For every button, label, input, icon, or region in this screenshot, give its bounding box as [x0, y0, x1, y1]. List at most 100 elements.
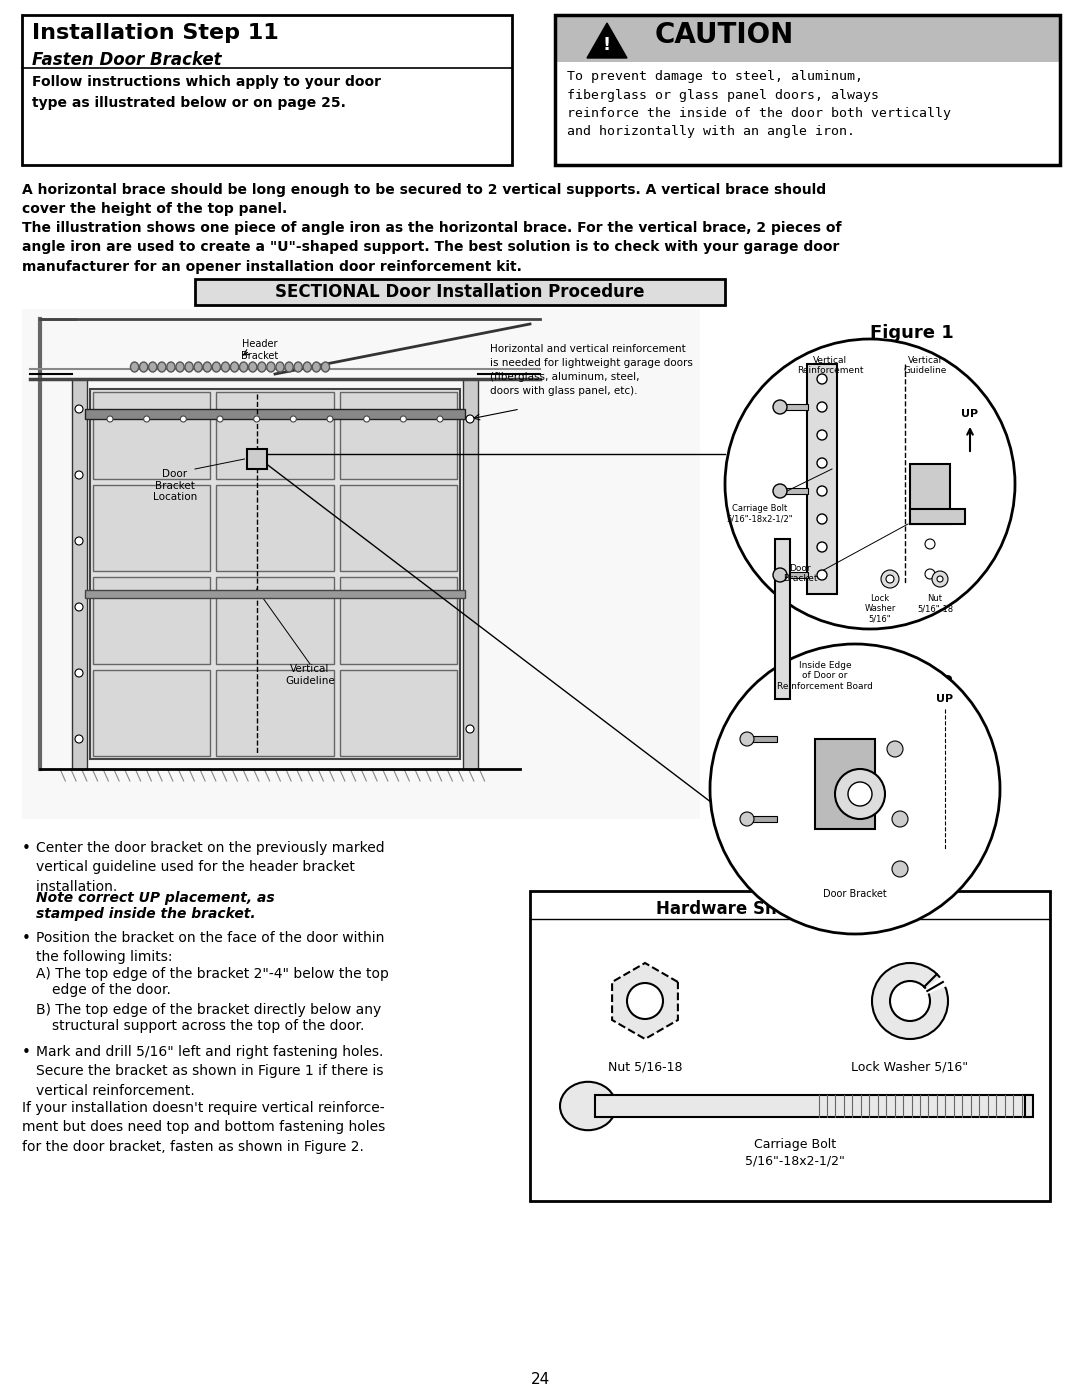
Circle shape	[887, 740, 903, 757]
Text: Installation Step 11: Installation Step 11	[32, 22, 279, 43]
Bar	[85, 409, 465, 419]
Bar	[775, 539, 789, 698]
Circle shape	[217, 416, 222, 422]
Bar	[340, 485, 457, 571]
Ellipse shape	[248, 362, 257, 372]
Circle shape	[75, 405, 83, 414]
Bar	[747, 816, 777, 821]
Bar	[195, 279, 725, 305]
Bar	[216, 393, 334, 479]
Ellipse shape	[275, 362, 284, 372]
Polygon shape	[612, 963, 678, 1039]
Circle shape	[627, 983, 663, 1018]
Circle shape	[881, 570, 899, 588]
Text: Lock
Washer
5/16": Lock Washer 5/16"	[864, 594, 895, 624]
Text: Fasten Door Bracket: Fasten Door Bracket	[32, 52, 221, 68]
Ellipse shape	[240, 362, 247, 372]
Bar	[340, 393, 457, 479]
Bar	[780, 571, 808, 578]
Text: SECTIONAL Door Installation Procedure: SECTIONAL Door Installation Procedure	[275, 284, 645, 300]
Text: Carriage Bolt
5/16"-18x2-1/2": Carriage Bolt 5/16"-18x2-1/2"	[745, 1139, 845, 1168]
Circle shape	[465, 725, 474, 733]
Ellipse shape	[221, 362, 230, 372]
Bar	[246, 448, 267, 469]
Circle shape	[180, 416, 187, 422]
Text: Vertical
Guideline: Vertical Guideline	[903, 356, 947, 376]
Bar	[216, 577, 334, 664]
Bar	[93, 669, 211, 756]
Text: Position the bracket on the face of the door within
the following limits:: Position the bracket on the face of the …	[36, 930, 384, 964]
Ellipse shape	[194, 362, 202, 372]
Circle shape	[886, 576, 894, 583]
Text: Door
Bracket: Door Bracket	[783, 564, 818, 584]
Text: A horizontal brace should be long enough to be secured to 2 vertical supports. A: A horizontal brace should be long enough…	[22, 183, 826, 217]
Text: Door
Bracket
Location: Door Bracket Location	[153, 469, 198, 502]
Circle shape	[932, 571, 948, 587]
Circle shape	[740, 812, 754, 826]
Text: Door Bracket: Door Bracket	[823, 888, 887, 900]
Text: Header
Bracket: Header Bracket	[241, 339, 279, 360]
Circle shape	[740, 732, 754, 746]
Ellipse shape	[285, 362, 293, 372]
Text: Vertical
Reinforcement: Vertical Reinforcement	[797, 356, 863, 376]
Ellipse shape	[166, 362, 175, 372]
Circle shape	[816, 402, 827, 412]
Ellipse shape	[561, 1081, 616, 1130]
Bar	[910, 464, 950, 524]
Circle shape	[816, 458, 827, 468]
Wedge shape	[910, 977, 947, 1002]
Circle shape	[75, 669, 83, 678]
Ellipse shape	[185, 362, 193, 372]
Circle shape	[725, 339, 1015, 629]
Circle shape	[835, 768, 885, 819]
Ellipse shape	[131, 362, 138, 372]
Text: To prevent damage to steel, aluminum,
fiberglass or glass panel doors, always
re: To prevent damage to steel, aluminum, fi…	[567, 70, 951, 138]
Circle shape	[254, 416, 259, 422]
Text: •: •	[22, 930, 31, 946]
Text: Carriage Bolt
5/16"-18x2-1/2": Carriage Bolt 5/16"-18x2-1/2"	[727, 504, 793, 524]
Bar	[780, 404, 808, 409]
Bar	[555, 15, 1059, 165]
Circle shape	[924, 569, 935, 578]
Bar	[530, 891, 1050, 1201]
Circle shape	[773, 400, 787, 414]
Circle shape	[144, 416, 150, 422]
Bar	[22, 309, 700, 819]
Bar	[780, 488, 808, 495]
Circle shape	[816, 374, 827, 384]
Ellipse shape	[139, 362, 148, 372]
Text: If your installation doesn't require vertical reinforce-
ment but does need top : If your installation doesn't require ver…	[22, 1101, 386, 1154]
Circle shape	[75, 735, 83, 743]
Circle shape	[773, 569, 787, 583]
Bar	[463, 379, 478, 768]
Circle shape	[816, 542, 827, 552]
Bar	[815, 739, 875, 828]
Text: Center the door bracket on the previously marked
vertical guideline used for the: Center the door bracket on the previousl…	[36, 841, 384, 894]
Circle shape	[291, 416, 296, 422]
Circle shape	[924, 539, 935, 549]
Text: UP: UP	[936, 694, 954, 704]
Bar	[340, 577, 457, 664]
Text: Lock Washer 5/16": Lock Washer 5/16"	[851, 1060, 969, 1074]
Ellipse shape	[312, 362, 321, 372]
Ellipse shape	[158, 362, 166, 372]
Circle shape	[848, 782, 872, 806]
Ellipse shape	[258, 362, 266, 372]
Circle shape	[107, 416, 113, 422]
Text: The illustration shows one piece of angle iron as the horizontal brace. For the : The illustration shows one piece of angl…	[22, 221, 841, 274]
Circle shape	[364, 416, 369, 422]
Circle shape	[816, 570, 827, 580]
Text: Horizontal and vertical reinforcement
is needed for lightweight garage doors
(fi: Horizontal and vertical reinforcement is…	[490, 344, 693, 395]
Bar	[72, 379, 87, 768]
Text: •: •	[22, 1045, 31, 1060]
Text: Inside Edge
of Door or
Reinforcement Board: Inside Edge of Door or Reinforcement Boa…	[778, 661, 873, 690]
Ellipse shape	[176, 362, 184, 372]
Ellipse shape	[322, 362, 329, 372]
Ellipse shape	[213, 362, 220, 372]
Bar	[1025, 1095, 1032, 1118]
Bar	[807, 365, 837, 594]
Circle shape	[816, 514, 827, 524]
Bar	[93, 393, 211, 479]
Polygon shape	[588, 22, 627, 59]
Text: CAUTION: CAUTION	[654, 21, 794, 49]
